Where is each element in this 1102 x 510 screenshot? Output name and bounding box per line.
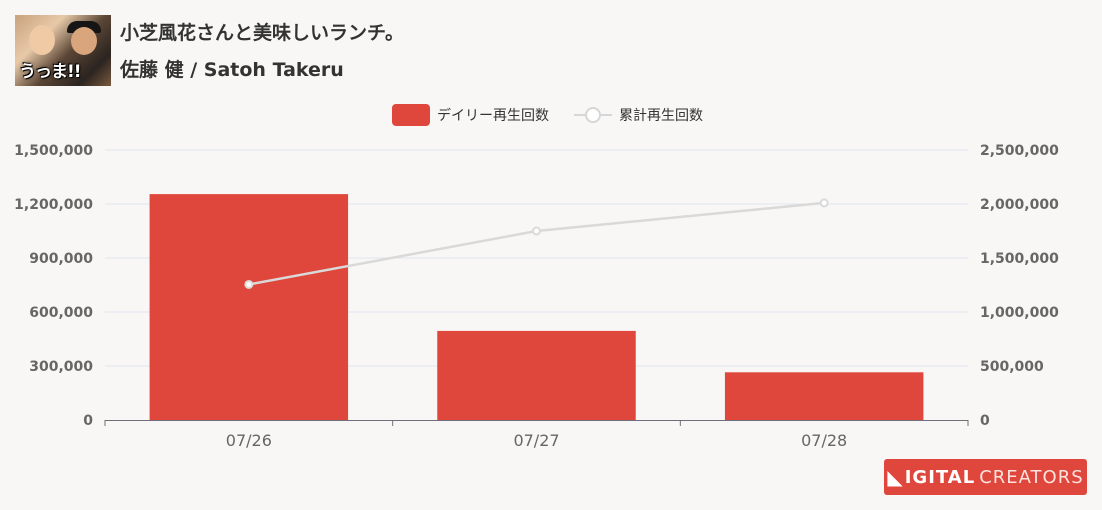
chart-legend: デイリー再生回数 累計再生回数 [0,102,1102,128]
bar-daily-07-28 [724,372,924,420]
bar-daily-07-26 [149,194,349,420]
y-right-tick-label: 2,000,000 [980,197,1059,213]
x-tick-label: 07/27 [513,431,559,450]
legend-line-swatch [574,104,612,126]
channel-name: 佐藤 健 / Satoh Takeru [120,59,344,81]
y-left-tick-label: 1,200,000 [14,197,93,213]
legend-label-total: 累計再生回数 [619,108,703,124]
y-left-tick-label: 0 [83,413,93,429]
brand-text-light: CREATORS [979,466,1084,488]
line-point-total-07-26 [244,279,254,289]
thumbnail-caption: うっま!! [19,62,82,82]
legend-item-total[interactable]: 累計再生回数 [574,102,703,128]
y-right-tick-label: 1,000,000 [980,305,1059,321]
x-tick-label: 07/26 [226,431,272,450]
brand-text-bold: IGITAL [904,466,976,488]
legend-bar-swatch [392,104,430,126]
brand-d-icon: ◣ [887,465,904,489]
y-right-tick-label: 500,000 [980,359,1044,375]
y-left-tick-label: 600,000 [29,305,93,321]
legend-label-daily: デイリー再生回数 [437,108,549,124]
legend-item-daily[interactable]: デイリー再生回数 [392,102,549,128]
line-point-total-07-27 [532,226,541,236]
y-right-tick-label: 0 [980,413,990,429]
video-title: 小芝風花さんと美味しいランチ。 [120,22,405,44]
y-right-tick-label: 1,500,000 [980,251,1059,267]
digital-creators-logo[interactable]: ◣ IGITAL CREATORS [884,459,1087,495]
y-left-tick-label: 1,500,000 [14,143,93,159]
video-thumbnail: うっま!! [15,15,111,86]
x-tick-label: 07/28 [801,431,847,450]
y-left-tick-label: 900,000 [29,251,93,267]
bar-daily-07-27 [437,330,636,420]
y-right-tick-label: 2,500,000 [980,143,1059,159]
thumbnail-person-2 [71,27,97,55]
y-left-tick-label: 300,000 [29,359,93,375]
line-point-total-07-28 [819,198,829,208]
thumbnail-person-1 [29,25,55,55]
